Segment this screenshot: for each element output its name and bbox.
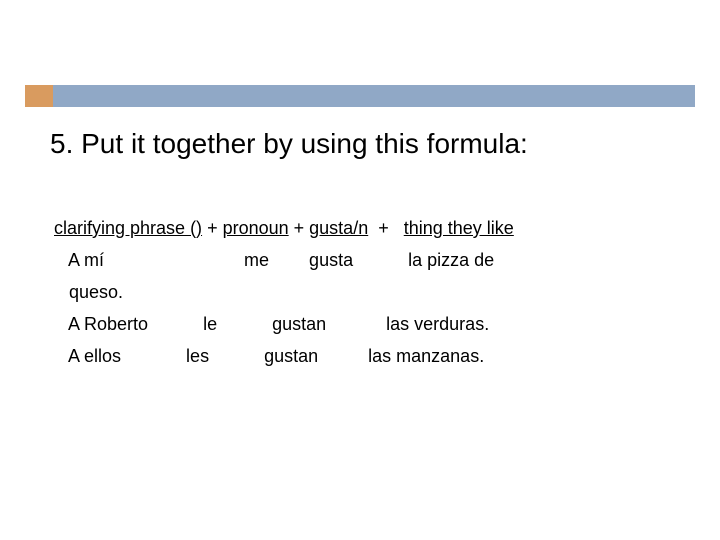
accent-square [25,85,53,107]
formula-plus: + [202,218,223,238]
formula-part-thing: thing they like [404,218,514,238]
formula-plus: + [289,218,310,238]
header-bar [25,85,695,107]
body-text: clarifying phrase () + pronoun + gusta/n… [54,215,669,369]
formula-part-clarifying: clarifying phrase () [54,218,202,238]
formula-line: clarifying phrase () + pronoun + gusta/n… [54,215,669,241]
formula-plus: + [368,218,404,238]
slide-title: 5. Put it together by using this formula… [50,128,528,160]
example-text: A ellos les gustan las manzanas. [54,346,484,366]
formula-part-verb: gusta/n [309,218,368,238]
formula-part-pronoun: pronoun [223,218,289,238]
example-text: A Roberto le gustan las verduras. [54,314,489,334]
example-text: queso. [54,282,123,302]
slide: 5. Put it together by using this formula… [0,0,720,540]
example-row: A Roberto le gustan las verduras. [54,311,669,337]
example-text: A mí me gusta la pizza de [54,250,494,270]
example-row-cont: queso. [54,279,669,305]
example-row: A ellos les gustan las manzanas. [54,343,669,369]
example-row: A mí me gusta la pizza de [54,247,669,273]
main-bar [53,85,695,107]
